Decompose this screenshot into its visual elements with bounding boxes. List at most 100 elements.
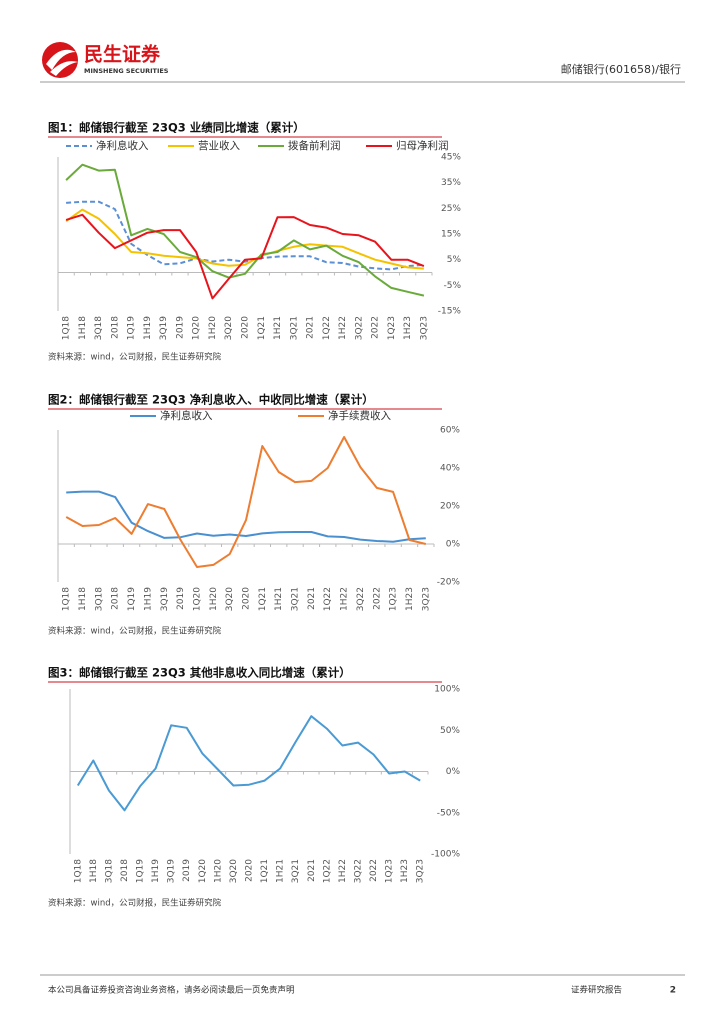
x-tick-label: 1Q22 bbox=[322, 316, 332, 340]
legend-label: 净利息收入 bbox=[160, 409, 213, 422]
x-tick-label: 1H23 bbox=[405, 587, 415, 611]
series-line bbox=[65, 213, 425, 300]
report-label: 邮储银行(601658)/银行 bbox=[561, 62, 681, 76]
x-tick-label: 1H20 bbox=[208, 316, 218, 340]
x-tick-label: 1Q23 bbox=[385, 859, 395, 883]
x-tick-label: 2020 bbox=[245, 859, 255, 882]
x-tick-label: 3Q21 bbox=[291, 859, 301, 883]
x-tick-label: 1Q19 bbox=[127, 316, 137, 341]
x-tick-label: 1Q18 bbox=[62, 316, 72, 341]
y-tick-label: 60% bbox=[440, 426, 460, 436]
chart-source: 资料来源：wind，公司财报，民生证券研究院 bbox=[48, 352, 222, 363]
page-number: 2 bbox=[670, 986, 676, 996]
legend-label: 拨备前利润 bbox=[288, 139, 341, 152]
logo-subtext: MINSHENG SECURITIES bbox=[84, 67, 169, 75]
x-tick-label: 1H20 bbox=[213, 859, 223, 883]
x-tick-label: 2018 bbox=[110, 316, 120, 339]
x-tick-label: 2020 bbox=[241, 316, 251, 339]
legend-label: 净利息收入 bbox=[96, 139, 149, 152]
x-tick-label: 3Q23 bbox=[421, 587, 431, 611]
x-tick-label: 3Q18 bbox=[94, 587, 104, 612]
series-line bbox=[65, 208, 424, 270]
x-tick-label: 1H18 bbox=[78, 316, 88, 340]
x-tick-label: 3Q18 bbox=[94, 316, 104, 341]
y-tick-label: -15% bbox=[438, 307, 462, 317]
legend-label: 净手续费收入 bbox=[328, 409, 391, 422]
x-tick-label: 3Q23 bbox=[416, 859, 426, 883]
series-line bbox=[65, 436, 427, 568]
x-tick-label: 2021 bbox=[306, 316, 316, 339]
y-tick-label: 5% bbox=[447, 255, 462, 265]
x-tick-label: 2019 bbox=[175, 316, 185, 339]
report-type: 证券研究报告 bbox=[571, 985, 622, 996]
x-tick-label: 3Q20 bbox=[229, 859, 239, 884]
y-tick-label: 20% bbox=[440, 502, 460, 512]
x-tick-label: 3Q21 bbox=[291, 587, 301, 611]
y-tick-label: -20% bbox=[437, 578, 461, 588]
x-tick-label: 2019 bbox=[182, 859, 192, 882]
x-tick-label: 1Q23 bbox=[389, 587, 399, 611]
y-tick-label: 40% bbox=[440, 464, 460, 474]
x-tick-label: 1H23 bbox=[400, 859, 410, 883]
x-tick-label: 1Q21 bbox=[257, 316, 267, 340]
x-tick-label: 2022 bbox=[371, 316, 381, 339]
x-tick-label: 3Q21 bbox=[289, 316, 299, 340]
x-tick-label: 1Q20 bbox=[192, 316, 202, 341]
x-tick-label: 1H19 bbox=[151, 859, 161, 883]
series-line bbox=[66, 490, 426, 543]
x-tick-label: 2019 bbox=[176, 587, 186, 610]
x-tick-label: 2022 bbox=[372, 587, 382, 610]
y-tick-label: -50% bbox=[437, 808, 461, 818]
x-tick-label: 1Q19 bbox=[127, 587, 137, 612]
x-tick-label: 2021 bbox=[307, 859, 317, 882]
chart-source: 资料来源：wind，公司财报，民生证券研究院 bbox=[48, 626, 222, 637]
x-tick-label: 1H22 bbox=[338, 316, 348, 340]
x-tick-label: 2020 bbox=[242, 587, 252, 610]
x-tick-label: 1Q20 bbox=[198, 859, 208, 884]
x-tick-label: 1H21 bbox=[274, 587, 284, 611]
chart-source: 资料来源：wind，公司财报，民生证券研究院 bbox=[48, 898, 222, 909]
y-tick-label: 45% bbox=[441, 153, 461, 163]
x-tick-label: 2018 bbox=[120, 859, 130, 882]
x-tick-label: 1Q19 bbox=[136, 859, 146, 884]
x-tick-label: 1Q21 bbox=[260, 859, 270, 883]
x-tick-label: 3Q20 bbox=[224, 316, 234, 341]
x-tick-label: 1H18 bbox=[89, 859, 99, 883]
x-tick-label: 3Q18 bbox=[104, 859, 114, 884]
x-tick-label: 1H20 bbox=[209, 587, 219, 611]
x-tick-label: 3Q22 bbox=[356, 587, 366, 611]
x-tick-label: 1Q18 bbox=[73, 859, 83, 884]
x-tick-label: 1H22 bbox=[340, 587, 350, 611]
disclaimer: 本公司具备证券投资咨询业务资格，请务必阅读最后一页免责声明 bbox=[48, 985, 295, 996]
series-line bbox=[76, 715, 421, 812]
x-tick-label: 3Q20 bbox=[225, 587, 235, 612]
logo-text: 民生证券 bbox=[84, 43, 161, 66]
x-tick-label: 1H21 bbox=[276, 859, 286, 883]
x-tick-label: 1H19 bbox=[143, 316, 153, 340]
legend-label: 营业收入 bbox=[198, 139, 240, 152]
x-tick-label: 3Q19 bbox=[160, 587, 170, 612]
x-tick-label: 1H18 bbox=[78, 587, 88, 611]
x-tick-label: 1H22 bbox=[338, 859, 348, 883]
x-tick-label: 3Q22 bbox=[353, 859, 363, 883]
x-tick-label: 1Q22 bbox=[323, 587, 333, 611]
y-tick-label: -100% bbox=[431, 850, 460, 860]
x-tick-label: 1Q22 bbox=[322, 859, 332, 883]
x-tick-label: 3Q19 bbox=[159, 316, 169, 341]
y-tick-label: -5% bbox=[443, 281, 461, 291]
x-tick-label: 2021 bbox=[307, 587, 317, 610]
x-tick-label: 2022 bbox=[369, 859, 379, 882]
y-tick-label: 50% bbox=[440, 726, 460, 736]
x-tick-label: 1H21 bbox=[273, 316, 283, 340]
x-tick-label: 1Q21 bbox=[258, 587, 268, 611]
series-line bbox=[65, 163, 425, 297]
y-tick-label: 15% bbox=[441, 230, 461, 240]
x-tick-label: 1Q20 bbox=[192, 587, 202, 612]
chart-title: 图1：邮储银行截至 23Q3 业绩同比增速（累计） bbox=[48, 121, 305, 135]
logo bbox=[42, 42, 78, 78]
y-tick-label: 35% bbox=[441, 178, 461, 188]
chart-title: 图2：邮储银行截至 23Q3 净利息收入、中收同比增速（累计） bbox=[48, 393, 374, 407]
x-tick-label: 1Q23 bbox=[387, 316, 397, 340]
legend-label: 归母净利润 bbox=[396, 139, 449, 152]
y-tick-label: 0% bbox=[446, 767, 461, 777]
